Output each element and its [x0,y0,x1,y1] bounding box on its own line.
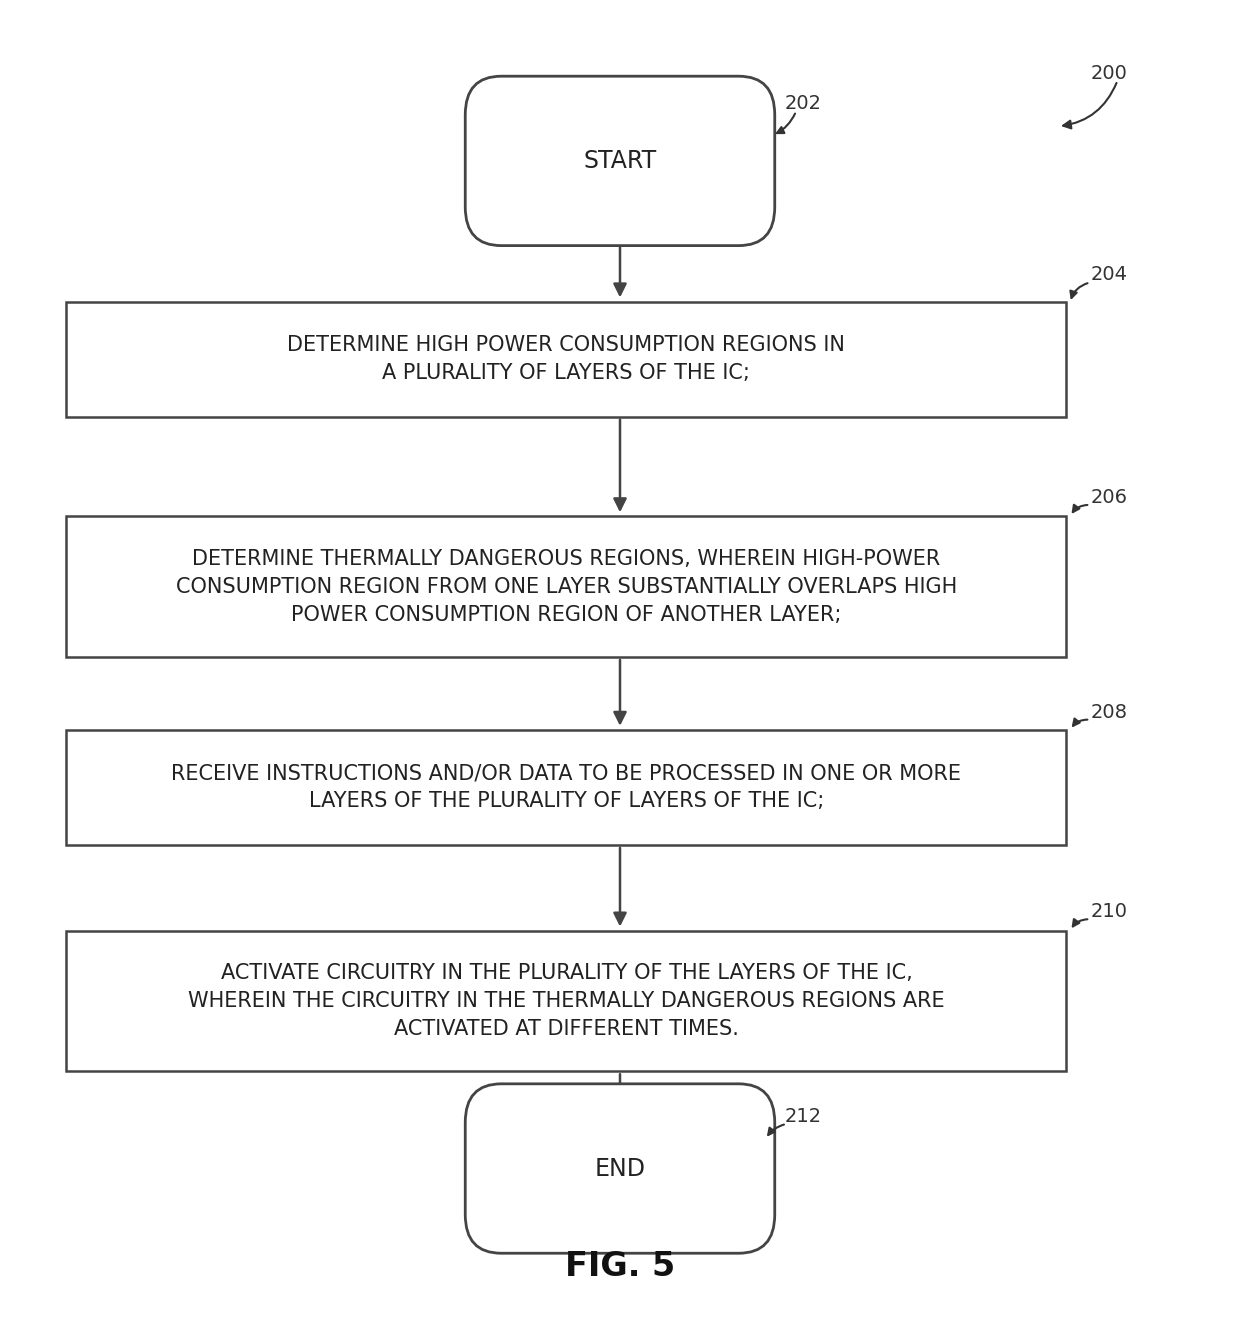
FancyArrowPatch shape [777,113,795,133]
Text: 202: 202 [784,93,821,113]
Bar [67,931,1066,1071]
Text: 206: 206 [1090,488,1127,506]
Bar [67,730,1066,844]
FancyArrowPatch shape [769,1124,784,1135]
Bar [67,517,1066,657]
Bar [67,301,1066,417]
FancyArrowPatch shape [1073,505,1087,511]
FancyArrowPatch shape [1070,284,1087,298]
FancyArrowPatch shape [1073,919,1087,927]
FancyArrowPatch shape [1073,718,1087,726]
Text: 212: 212 [784,1107,821,1126]
FancyBboxPatch shape [465,76,775,245]
Text: 204: 204 [1090,265,1127,284]
Text: END: END [594,1156,646,1180]
Text: FIG. 5: FIG. 5 [565,1251,675,1284]
Text: START: START [583,149,657,173]
Text: 210: 210 [1090,902,1127,920]
Text: 208: 208 [1090,702,1127,722]
FancyBboxPatch shape [465,1084,775,1253]
FancyArrowPatch shape [1063,83,1116,128]
Text: RECEIVE INSTRUCTIONS AND/OR DATA TO BE PROCESSED IN ONE OR MORE
LAYERS OF THE PL: RECEIVE INSTRUCTIONS AND/OR DATA TO BE P… [171,763,961,811]
Text: DETERMINE HIGH POWER CONSUMPTION REGIONS IN
A PLURALITY OF LAYERS OF THE IC;: DETERMINE HIGH POWER CONSUMPTION REGIONS… [288,336,846,384]
Text: DETERMINE THERMALLY DANGEROUS REGIONS, WHEREIN HIGH-POWER
CONSUMPTION REGION FRO: DETERMINE THERMALLY DANGEROUS REGIONS, W… [176,549,957,625]
Text: 200: 200 [1090,64,1127,84]
Text: ACTIVATE CIRCUITRY IN THE PLURALITY OF THE LAYERS OF THE IC,
WHEREIN THE CIRCUIT: ACTIVATE CIRCUITRY IN THE PLURALITY OF T… [188,963,945,1039]
